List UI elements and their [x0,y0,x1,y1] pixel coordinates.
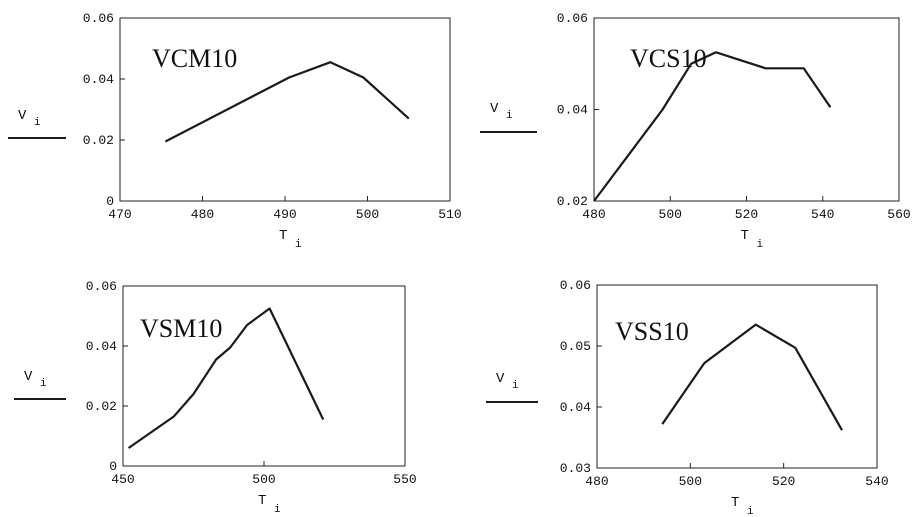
x-tick-label: 500 [356,207,379,222]
y-tick-label: 0.04 [86,339,117,354]
y-axis-label-subscript: i [512,380,519,392]
x-axis-label-subscript: i [295,239,302,251]
x-axis-label-subscript: i [757,239,764,251]
y-tick-label: 0.06 [83,11,114,26]
y-axis-label: V [24,369,33,385]
y-axis-label: V [496,371,505,387]
y-tick-label: 0.04 [557,103,588,118]
x-axis-label: T [741,228,749,244]
x-tick-label: 520 [772,474,795,489]
x-tick-label: 500 [659,207,682,222]
y-tick-label: 0.02 [557,194,588,209]
chart-title: VSS10 [615,317,689,346]
y-axis-label: V [490,101,499,117]
x-axis-label: T [279,228,287,244]
x-axis-label-subscript: i [747,506,754,517]
chart-title: VSM10 [140,314,222,343]
x-tick-label: 480 [582,207,605,222]
x-tick-label: 490 [273,207,296,222]
y-tick-label: 0 [109,459,117,474]
y-tick-label: 0.05 [560,339,591,354]
y-axis-label-subscript: i [40,378,47,390]
chart-title: VCM10 [152,44,237,73]
x-tick-label: 480 [191,207,214,222]
y-tick-label: 0.02 [86,399,117,414]
x-tick-label: 480 [585,474,608,489]
y-tick-label: 0.02 [83,133,114,148]
y-tick-label: 0 [106,194,114,209]
y-tick-label: 0.04 [560,400,591,415]
x-tick-label: 500 [679,474,702,489]
y-tick-label: 0.03 [560,461,591,476]
y-axis-label-subscript: i [34,117,41,129]
y-axis-label-subscript: i [506,110,513,122]
x-tick-label: 470 [108,207,131,222]
x-tick-label: 450 [111,472,134,487]
y-tick-label: 0.06 [557,11,588,26]
x-axis-label-subscript: i [274,504,281,516]
series-line [593,51,832,202]
y-tick-label: 0.04 [83,72,114,87]
y-tick-label: 0.06 [560,278,591,293]
x-axis-label: T [258,493,266,509]
plot-frame [596,284,878,469]
x-tick-label: 500 [252,472,275,487]
series-line [661,323,843,431]
x-tick-label: 560 [887,207,910,222]
y-tick-label: 0.06 [86,279,117,294]
series-line [127,307,325,449]
series-line [164,61,410,143]
x-tick-label: 520 [735,207,758,222]
x-tick-label: 540 [811,207,834,222]
x-tick-label: 540 [865,474,888,489]
chart-title: VCS10 [630,44,707,73]
x-tick-label: 510 [438,207,461,222]
x-tick-label: 550 [393,472,416,487]
x-axis-label: T [731,495,739,511]
y-axis-label: V [18,108,27,124]
